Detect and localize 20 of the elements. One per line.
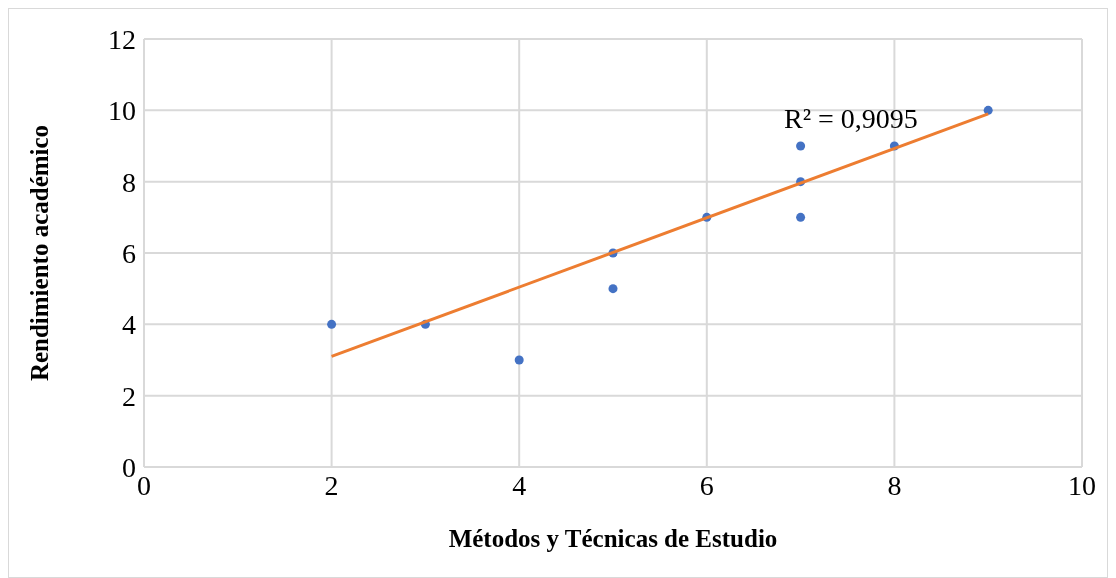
x-tick-label: 4 [512,469,527,501]
y-tick-label: 12 [108,23,136,55]
y-axis-title: Rendimiento académico [25,124,53,382]
x-tick-label: 10 [1068,469,1096,501]
point [796,141,806,151]
y-tick-label: 10 [108,95,136,127]
y-tick-label: 8 [122,166,136,198]
y-tick-label: 2 [122,380,136,412]
point [796,212,806,222]
point [327,319,337,329]
x-axis-title: Métodos y Técnicas de Estudio [448,525,778,552]
y-tick-label: 4 [122,309,136,341]
x-tick-label: 8 [887,469,902,501]
x-tick-label: 6 [699,469,714,501]
y-tick-label: 6 [122,237,136,269]
point [514,355,524,365]
x-tick-label: 2 [324,469,339,501]
annotation: R² = 0,9095 [784,103,918,135]
point [983,105,993,115]
point [608,284,618,294]
